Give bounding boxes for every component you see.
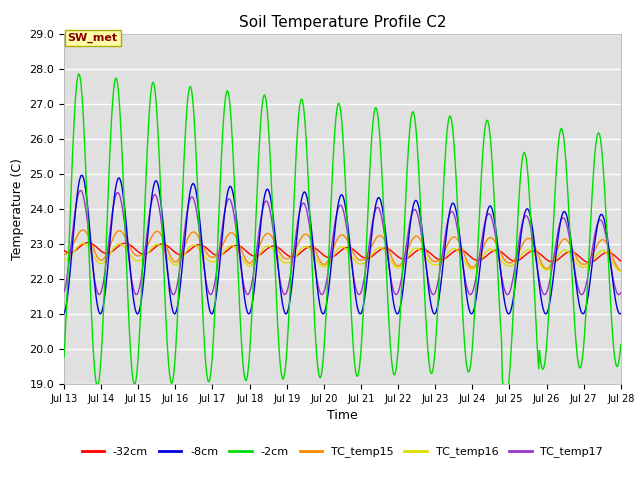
X-axis label: Time: Time xyxy=(327,409,358,422)
Legend: -32cm, -8cm, -2cm, TC_temp15, TC_temp16, TC_temp17: -32cm, -8cm, -2cm, TC_temp15, TC_temp16,… xyxy=(77,442,607,462)
Text: SW_met: SW_met xyxy=(68,33,118,43)
Title: Soil Temperature Profile C2: Soil Temperature Profile C2 xyxy=(239,15,446,30)
Y-axis label: Temperature (C): Temperature (C) xyxy=(11,158,24,260)
